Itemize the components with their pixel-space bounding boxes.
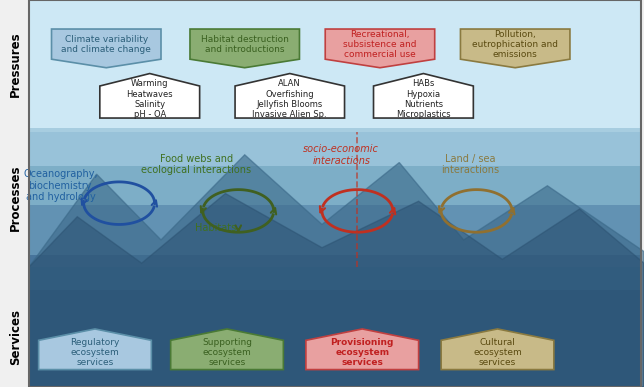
Polygon shape: [374, 74, 473, 118]
Text: Recreational,
subsistence and
commercial use: Recreational, subsistence and commercial…: [343, 29, 417, 60]
FancyBboxPatch shape: [29, 267, 641, 387]
Text: Services: Services: [9, 309, 22, 365]
Polygon shape: [29, 194, 644, 387]
Text: HABs
Hypoxia
Nutrients
Microplastics: HABs Hypoxia Nutrients Microplastics: [396, 79, 451, 120]
Text: Processes: Processes: [9, 164, 22, 231]
FancyBboxPatch shape: [29, 255, 641, 387]
Polygon shape: [190, 29, 299, 68]
Text: ALAN
Overfishing
Jellyfish Blooms
Invasive Alien Sp.: ALAN Overfishing Jellyfish Blooms Invasi…: [252, 79, 327, 120]
Text: Warming
Heatwaves
Salinity
pH - OA: Warming Heatwaves Salinity pH - OA: [126, 79, 173, 120]
Text: Provisioning
ecosystem
services: Provisioning ecosystem services: [330, 337, 394, 367]
FancyBboxPatch shape: [29, 0, 641, 132]
Text: socio-economic
interactions: socio-economic interactions: [303, 144, 379, 166]
Polygon shape: [460, 29, 570, 68]
Polygon shape: [441, 329, 554, 370]
Polygon shape: [171, 329, 283, 370]
Text: Habitat destruction
and introductions: Habitat destruction and introductions: [201, 35, 289, 54]
Text: Food webs and
ecological interactions: Food webs and ecological interactions: [141, 154, 252, 175]
Text: Regulatory
ecosystem
services: Regulatory ecosystem services: [70, 337, 120, 367]
FancyBboxPatch shape: [29, 132, 641, 267]
Polygon shape: [325, 29, 435, 68]
Text: Pressures: Pressures: [9, 31, 22, 97]
Text: Climate variability
and climate change: Climate variability and climate change: [61, 35, 151, 54]
FancyBboxPatch shape: [29, 290, 641, 387]
Text: Cultural
ecosystem
services: Cultural ecosystem services: [473, 337, 522, 367]
Text: Supporting
ecosystem
services: Supporting ecosystem services: [202, 337, 252, 367]
Text: Land / sea
interactions: Land / sea interactions: [441, 154, 499, 175]
Polygon shape: [39, 329, 151, 370]
Polygon shape: [235, 74, 345, 118]
FancyBboxPatch shape: [29, 205, 641, 387]
Polygon shape: [52, 29, 161, 68]
Text: Habitats: Habitats: [195, 223, 236, 233]
Text: Oceanography,
biochemistry,
and hydrology: Oceanography, biochemistry, and hydrolog…: [24, 169, 99, 202]
FancyBboxPatch shape: [29, 166, 641, 387]
FancyBboxPatch shape: [29, 128, 641, 387]
Polygon shape: [306, 329, 419, 370]
Polygon shape: [29, 155, 644, 387]
Polygon shape: [100, 74, 200, 118]
Text: Pollution,
eutrophication and
emissions: Pollution, eutrophication and emissions: [472, 29, 558, 60]
